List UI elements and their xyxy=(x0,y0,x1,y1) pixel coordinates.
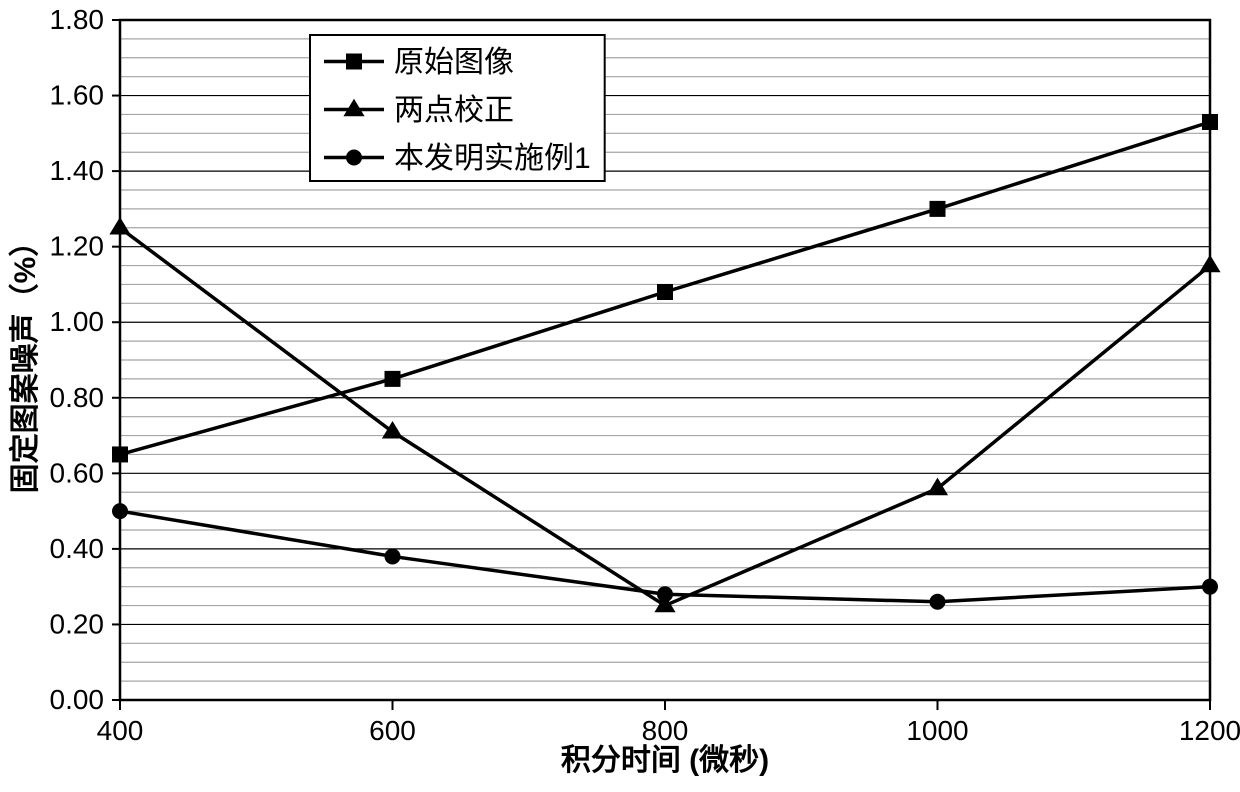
y-tick-label: 0.00 xyxy=(50,684,105,715)
y-tick-label: 1.40 xyxy=(50,155,105,186)
x-tick-label: 1000 xyxy=(906,715,968,746)
line-chart: 0.00 0.20 0.40 0.60 0.80 1.00 1.20 1.40 1.60 1.80… xyxy=(0,0,1240,792)
chart-bg xyxy=(0,0,1240,792)
x-tick-label: 600 xyxy=(369,715,416,746)
legend-label: 两点校正 xyxy=(394,94,514,127)
y-axis-label: 固定图案噪声（%） xyxy=(8,227,42,494)
y-tick-label: 1.80 xyxy=(50,4,105,35)
y-tick-label: 0.80 xyxy=(50,382,105,413)
y-tick-label: 0.20 xyxy=(50,608,105,639)
y-tick-label: 1.20 xyxy=(50,231,105,262)
y-tick-label: 1.00 xyxy=(50,306,105,337)
x-tick-label: 1200 xyxy=(1179,715,1240,746)
x-tick-label: 800 xyxy=(642,715,689,746)
legend: 原始图像两点校正本发明实施例1 xyxy=(310,35,605,181)
y-tick-label: 0.60 xyxy=(50,457,105,488)
y-tick-label: 0.40 xyxy=(50,533,105,564)
legend-label: 原始图像 xyxy=(394,46,514,79)
x-axis-label: 积分时间 (微秒) xyxy=(561,744,769,777)
legend-label: 本发明实施例1 xyxy=(394,142,591,175)
x-tick-label: 400 xyxy=(97,715,144,746)
y-tick-label: 1.60 xyxy=(50,80,105,111)
